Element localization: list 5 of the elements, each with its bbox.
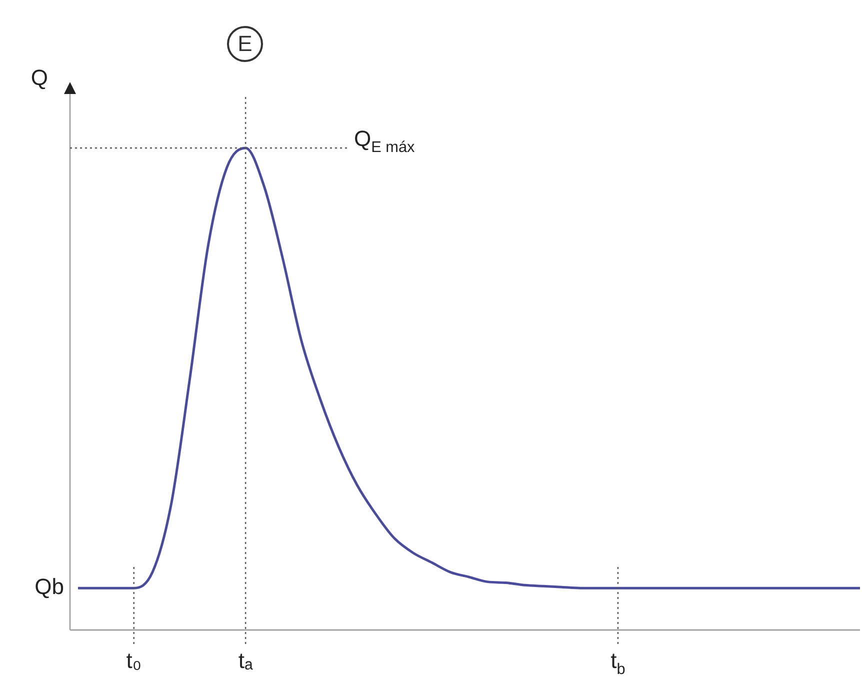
y-axis-title: Q	[30, 65, 48, 90]
chart-title: E	[227, 26, 263, 62]
x-tick-label: tₐ	[238, 648, 254, 674]
x-tick-label: t₀	[126, 648, 142, 674]
text: Qb	[34, 574, 64, 600]
